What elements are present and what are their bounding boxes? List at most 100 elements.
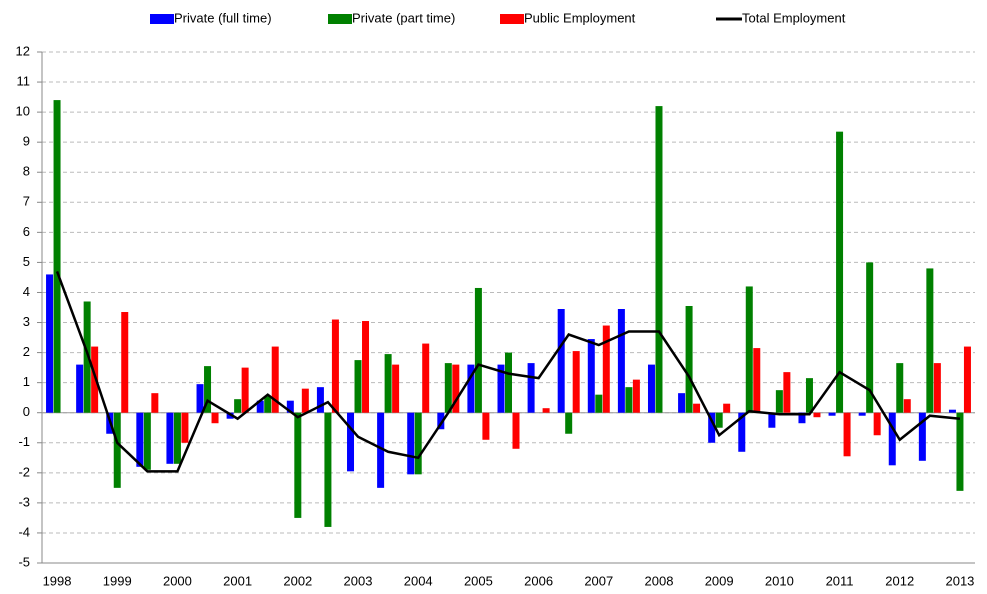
bar xyxy=(91,346,99,413)
bar xyxy=(384,354,392,413)
bar xyxy=(46,274,54,413)
x-tick-label: 2012 xyxy=(885,573,914,588)
y-tick-label: 9 xyxy=(23,134,30,149)
bar xyxy=(324,412,332,527)
legend-label: Private (full time) xyxy=(174,10,272,25)
bar xyxy=(572,351,580,413)
bar xyxy=(963,346,971,413)
x-tick-label: 2001 xyxy=(223,573,252,588)
x-tick-label: 1998 xyxy=(43,573,72,588)
bar xyxy=(655,106,663,413)
bar xyxy=(858,412,866,416)
y-tick-label: 11 xyxy=(17,73,31,88)
bar xyxy=(602,325,610,413)
x-tick-label: 2003 xyxy=(344,573,373,588)
bar xyxy=(843,412,851,457)
bar xyxy=(723,403,731,413)
bar xyxy=(632,379,640,413)
bar xyxy=(678,393,686,413)
y-tick-label: 6 xyxy=(23,224,30,239)
bar xyxy=(347,412,355,472)
bar xyxy=(166,412,174,464)
bar xyxy=(708,412,716,443)
bar xyxy=(768,412,776,428)
y-tick-label: 7 xyxy=(23,194,30,209)
y-tick-label: 2 xyxy=(23,344,30,359)
y-tick-label: -1 xyxy=(18,434,30,449)
bar xyxy=(113,412,121,488)
bar xyxy=(264,396,272,413)
legend-label: Private (part time) xyxy=(352,10,455,25)
bar xyxy=(331,319,339,413)
bar xyxy=(407,412,415,475)
bar xyxy=(452,364,460,413)
x-tick-label: 2009 xyxy=(705,573,734,588)
y-tick-label: -3 xyxy=(18,494,30,509)
bar xyxy=(151,393,159,413)
bar xyxy=(715,412,723,428)
bar xyxy=(775,390,783,413)
bar xyxy=(234,399,242,413)
legend-label: Total Employment xyxy=(742,10,846,25)
bar xyxy=(316,387,324,413)
y-tick-label: -5 xyxy=(18,554,30,569)
bar xyxy=(798,412,806,424)
bar xyxy=(83,301,91,413)
bar xyxy=(392,364,400,413)
legend-swatch xyxy=(328,14,352,24)
x-tick-label: 2010 xyxy=(765,573,794,588)
bar xyxy=(294,412,302,518)
bar xyxy=(256,400,264,413)
bar xyxy=(286,400,294,413)
y-tick-label: 8 xyxy=(23,164,30,179)
x-tick-label: 2007 xyxy=(584,573,613,588)
bar xyxy=(527,363,535,413)
bar xyxy=(745,286,753,413)
bar xyxy=(505,352,512,413)
y-tick-label: 1 xyxy=(23,374,30,389)
bar xyxy=(211,412,219,424)
bar xyxy=(693,403,701,413)
bar xyxy=(685,305,693,413)
x-tick-label: 2000 xyxy=(163,573,192,588)
bar xyxy=(926,268,934,413)
y-tick-label: 10 xyxy=(16,104,30,119)
bar xyxy=(753,348,761,413)
y-tick-label: -2 xyxy=(18,464,30,479)
bar xyxy=(866,262,874,413)
bar xyxy=(204,366,212,413)
bar xyxy=(181,412,189,443)
bar xyxy=(948,409,956,413)
bar xyxy=(121,312,129,413)
bar xyxy=(362,321,370,413)
legend-swatch xyxy=(150,14,174,24)
bar xyxy=(828,412,836,416)
legend-label: Public Employment xyxy=(524,10,636,25)
bar xyxy=(226,412,234,419)
bar xyxy=(422,343,430,413)
bar xyxy=(482,412,490,440)
x-tick-label: 2008 xyxy=(645,573,674,588)
bar xyxy=(497,364,505,413)
bar xyxy=(173,412,181,464)
y-tick-label: 3 xyxy=(23,314,30,329)
bar xyxy=(805,378,813,413)
bar xyxy=(136,412,144,467)
y-tick-label: 5 xyxy=(23,254,30,269)
bar xyxy=(738,412,746,452)
bar xyxy=(53,100,61,413)
x-tick-label: 2004 xyxy=(404,573,433,588)
bar xyxy=(542,408,550,413)
x-tick-label: 1999 xyxy=(103,573,132,588)
x-tick-label: 2006 xyxy=(524,573,553,588)
bar xyxy=(565,412,573,434)
bar xyxy=(896,363,904,413)
bar xyxy=(888,412,896,466)
bar xyxy=(414,412,422,475)
bar xyxy=(301,388,309,413)
bar xyxy=(143,412,151,470)
bar xyxy=(647,364,655,413)
bar xyxy=(377,412,385,488)
